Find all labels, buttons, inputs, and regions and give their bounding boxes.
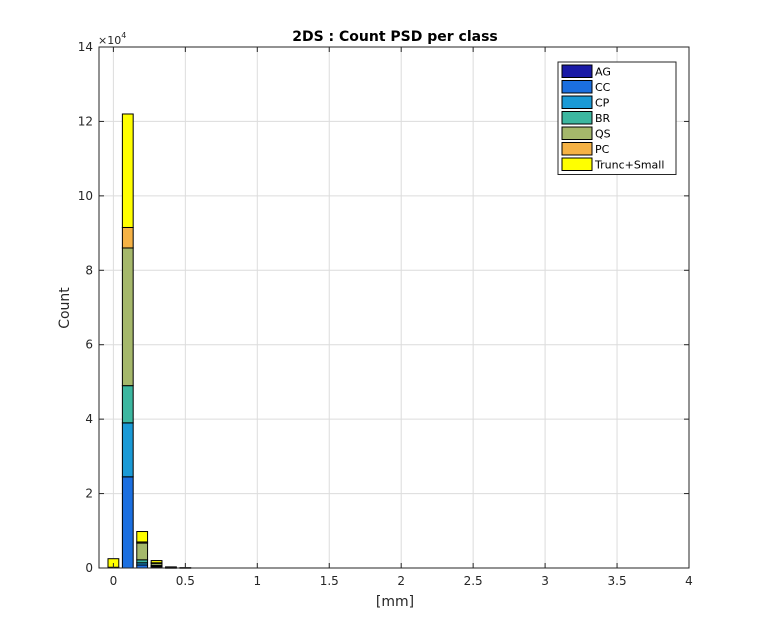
y-tick-label: 14 <box>78 40 93 54</box>
bar-trunc-small <box>150 560 163 564</box>
x-tick-label: 0 <box>110 574 118 588</box>
y-tick-label: 4 <box>85 412 93 426</box>
x-tick-label: 0.5 <box>176 574 195 588</box>
x-tick-label: 2.5 <box>464 574 483 588</box>
bar-br <box>121 385 134 424</box>
legend: AG CC CP BR QS PC Trunc+Small <box>557 61 677 175</box>
x-tick-label: 3 <box>541 574 549 588</box>
y-tick-label: 8 <box>85 263 93 277</box>
bar-qs <box>136 542 149 561</box>
x-tick-label: 1.5 <box>320 574 339 588</box>
y-tick-label: 0 <box>85 561 93 575</box>
y-exponent-label: ×104 <box>98 31 126 47</box>
x-tick-label: 4 <box>685 574 693 588</box>
legend-swatch <box>561 80 593 94</box>
y-tick-label: 12 <box>78 114 93 128</box>
y-tick-label: 2 <box>85 487 93 501</box>
axis-ticks <box>99 46 690 569</box>
legend-label: CC <box>595 81 611 94</box>
legend-label: Trunc+Small <box>594 159 664 172</box>
legend-swatch <box>561 64 593 78</box>
legend-swatch <box>561 111 593 125</box>
legend-label: PC <box>595 143 610 156</box>
bar-pc <box>121 226 134 249</box>
bar-trunc-small <box>136 531 149 543</box>
plot-frame <box>98 46 690 569</box>
legend-label: CP <box>595 97 610 110</box>
legend-swatch <box>561 157 593 171</box>
legend-label: QS <box>595 128 611 141</box>
x-tick-label: 1 <box>253 574 261 588</box>
bars <box>107 113 192 569</box>
y-tick-label: 10 <box>78 189 93 203</box>
y-axis-label: Count <box>57 287 73 329</box>
x-axis-label: [mm] <box>376 594 414 610</box>
legend-swatch <box>561 95 593 109</box>
legend-swatch <box>561 142 593 156</box>
bar-cp <box>121 422 134 478</box>
legend-label: AG <box>595 66 611 79</box>
tick-labels: 0 0.5 1 1.5 2 2.5 3 3.5 4 0 2 4 6 8 10 12 14 <box>78 40 693 588</box>
chart-title: 2DS : Count PSD per class <box>292 29 498 45</box>
legend-label: BR <box>595 112 611 125</box>
bar-trunc-small <box>121 113 134 228</box>
bar-qs <box>121 247 134 387</box>
bar-cc <box>121 476 134 569</box>
x-tick-label: 3.5 <box>608 574 627 588</box>
x-tick-label: 2 <box>397 574 405 588</box>
y-tick-label: 6 <box>85 338 93 352</box>
legend-swatch <box>561 126 593 140</box>
